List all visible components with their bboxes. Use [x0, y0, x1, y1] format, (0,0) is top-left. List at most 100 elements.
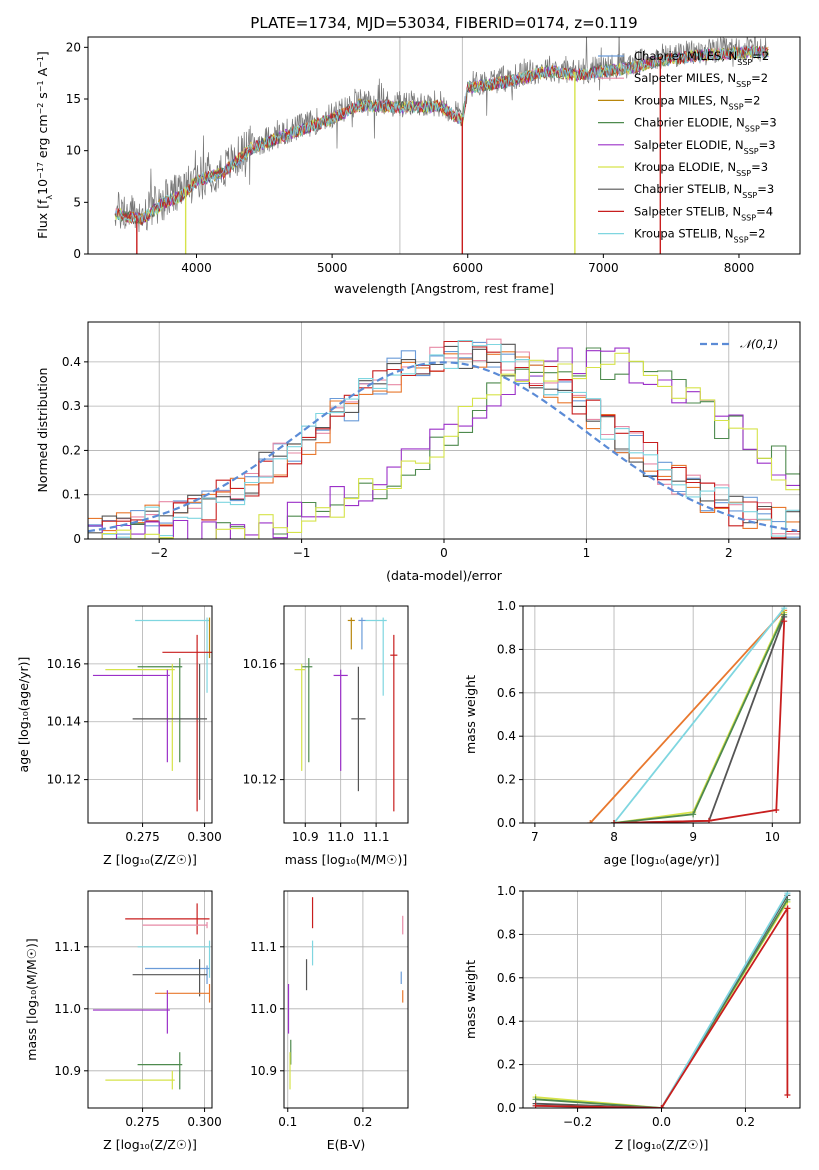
weight-line	[613, 621, 786, 823]
x-tick-label: 8000	[724, 261, 755, 275]
data-point	[351, 666, 366, 792]
x-tick-label: 8	[610, 830, 618, 844]
age-weight-plot-area	[523, 606, 800, 823]
plot-frame	[87, 321, 801, 540]
y-axis-label: Normed distribution	[35, 368, 50, 493]
ebv-mass-axes: 0.1 0.2 10.9 11.0 11.1 E(B-V)	[250, 890, 409, 1152]
y-tick-label: 10.12	[243, 773, 277, 787]
weight-marker	[587, 820, 594, 823]
model-spectrum	[114, 46, 769, 223]
data-point	[105, 663, 175, 771]
x-axis-label: wavelength [Angstrom, rest frame]	[334, 281, 554, 296]
residual-histogram	[88, 347, 800, 539]
y-axis-label: Flux [fλ10−17 erg cm−2 s−1 A−1]	[35, 51, 54, 239]
y-tick-label: 1.0	[497, 884, 516, 898]
spectrum-plot-area	[114, 37, 770, 254]
plot-frame	[283, 605, 409, 824]
data-point	[137, 658, 183, 763]
y-tick-label: 0.8	[497, 642, 516, 656]
z-weight-plot-area	[523, 891, 800, 1108]
residuals-plot-area	[88, 322, 800, 539]
chart-title: PLATE=1734, MJD=53034, FIBERID=0174, z=0…	[250, 14, 637, 32]
y-tick-label: 0	[73, 247, 81, 261]
y-tick-label: 0.6	[497, 971, 516, 985]
weight-line	[613, 607, 785, 823]
data-point	[162, 634, 212, 812]
legend-entry: Chabrier MILES, NSSP=2	[634, 49, 769, 67]
y-tick-label: 0.6	[497, 686, 516, 700]
model-spectrum	[114, 45, 769, 224]
x-tick-label: 5000	[317, 261, 348, 275]
y-axis-label: mass weight	[463, 675, 478, 754]
legend-entry: Kroupa STELIB, NSSP=2	[634, 227, 765, 245]
z-age-plot-area	[88, 606, 212, 823]
data-point	[365, 617, 387, 696]
x-tick-label: −2	[150, 546, 168, 560]
plot-frame	[87, 36, 801, 255]
residual-histogram	[88, 340, 800, 539]
y-tick-label: 10.16	[47, 657, 81, 671]
weight-marker	[784, 905, 791, 912]
legend-entry: Salpeter ELODIE, NSSP=3	[634, 138, 776, 156]
y-tick-label: 5	[73, 195, 81, 209]
y-tick-label: 0.0	[497, 1101, 516, 1115]
y-tick-label: 0.4	[497, 1014, 516, 1028]
x-tick-label: 10.9	[292, 830, 319, 844]
weight-marker	[781, 618, 788, 625]
residual-histogram	[88, 352, 800, 539]
y-tick-label: 1.0	[497, 599, 516, 613]
legend-entry: Kroupa MILES, NSSP=2	[634, 93, 760, 111]
plot-frame	[87, 890, 213, 1109]
data-point	[92, 669, 170, 763]
residual-histogram	[88, 347, 800, 539]
legend-entry: 𝒩(0,1)	[740, 337, 778, 351]
plot-frame	[283, 890, 409, 1109]
data-point	[137, 1052, 183, 1090]
y-tick-label: 11.0	[54, 1002, 81, 1016]
y-tick-label: 0.2	[497, 1058, 516, 1072]
y-axis-label: mass [log₁₀(M/M☉)]	[24, 938, 39, 1060]
data-point	[125, 903, 210, 935]
x-axis-label: mass [log₁₀(M/M☉)]	[285, 852, 407, 867]
y-tick-label: 0.3	[62, 399, 81, 413]
plot-frame	[87, 605, 213, 824]
x-tick-label: 0	[440, 546, 448, 560]
y-tick-label: 0.2	[62, 443, 81, 457]
data-point	[142, 922, 208, 929]
y-tick-label: 0.4	[497, 729, 516, 743]
y-axis-label: mass weight	[463, 960, 478, 1039]
y-tick-label: 11.0	[250, 1002, 277, 1016]
weight-marker	[611, 820, 618, 823]
y-tick-label: 0.2	[497, 773, 516, 787]
y-tick-label: 0.8	[497, 927, 516, 941]
x-tick-label: 10	[765, 830, 780, 844]
x-tick-label: 9	[689, 830, 697, 844]
legend-entry: Salpeter STELIB, NSSP=4	[634, 204, 773, 222]
x-tick-label: −1	[293, 546, 311, 560]
data-point	[92, 990, 170, 1034]
plot-frame	[522, 890, 801, 1109]
residuals-axes: −2 −1 0 1 2 0 0.1 0.2 0.3 0.4 𝒩(0,1) (data-model)/e…	[35, 321, 801, 583]
y-tick-label: 0.4	[62, 355, 81, 369]
legend-entry: Chabrier ELODIE, NSSP=3	[634, 116, 777, 134]
legend-entry: Salpeter MILES, NSSP=2	[634, 71, 768, 89]
mass-age-axes: 10.9 11.0 11.1 10.12 10.16 mass [log₁₀(M/M☉)]	[243, 605, 409, 867]
y-tick-label: 10.12	[47, 773, 81, 787]
z-mass-axes: 0.275 0.300 10.9 11.0 11.1 Z [log₁₀(Z/Z☉)] mas…	[24, 890, 222, 1152]
spectrum-axes: 4000 5000 6000 7000 8000 0 5 10 15 20 PLATE=1734, …	[35, 14, 801, 296]
data-point	[132, 663, 208, 800]
y-tick-label: 11.1	[250, 940, 277, 954]
z-weight-axes: −0.2 0.0 0.2 0.0 0.2 0.4 0.6 0.8 1.0 Z [log₁₀(Z/Z…	[463, 884, 801, 1152]
x-tick-label: 2	[725, 546, 733, 560]
x-tick-label: 0.275	[125, 1115, 159, 1129]
weight-line	[535, 905, 789, 1108]
y-tick-label: 10.9	[54, 1064, 81, 1078]
x-tick-label: 0.2	[353, 1115, 372, 1129]
weight-marker	[658, 1105, 665, 1108]
x-axis-label: Z [log₁₀(Z/Z☉)]	[103, 1137, 197, 1152]
x-tick-label: 0.0	[652, 1115, 671, 1129]
z-mass-plot-area	[88, 891, 212, 1108]
x-axis-label: Z [log₁₀(Z/Z☉)]	[103, 852, 197, 867]
data-point	[347, 617, 355, 650]
